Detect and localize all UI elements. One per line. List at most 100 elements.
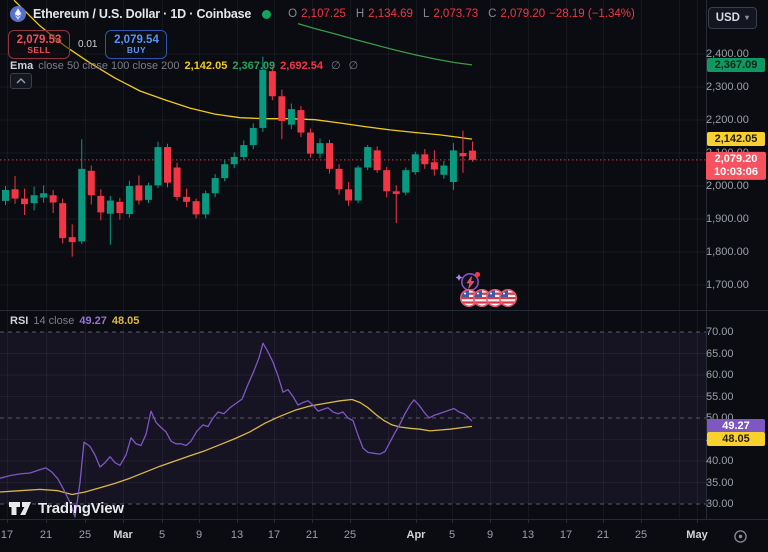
candle [240, 140, 248, 161]
candle [316, 138, 324, 159]
candle [221, 160, 229, 182]
sell-label: SELL [27, 45, 51, 56]
candle [287, 103, 295, 130]
candle [125, 180, 133, 218]
candle [430, 150, 438, 176]
candle [97, 189, 105, 221]
rsi-value-pill: 48.05 [707, 432, 765, 446]
rsi-tick-label: 55.00 [706, 390, 734, 403]
low-label: L [422, 8, 430, 20]
candle [106, 195, 114, 245]
tradingview-logo[interactable]: TradingView [8, 499, 124, 518]
collapse-pane-button[interactable] [10, 73, 32, 89]
candle [144, 182, 152, 204]
candle [21, 188, 29, 216]
tradingview-glyph-icon [9, 502, 31, 515]
indicator-price-pill: 2,142.05 [707, 132, 765, 147]
time-tick-label: 17 [267, 529, 281, 541]
time-tick-label: 21 [39, 529, 53, 541]
buy-button[interactable]: 2,079.54 BUY [105, 30, 168, 59]
ema100-value: 2,367.09 [232, 60, 276, 72]
rsi-tick-label: 35.00 [706, 476, 734, 489]
symbol-title[interactable]: Ethereum / U.S. Dollar · 1D · Coinbase [33, 7, 252, 21]
currency-label: USD [715, 12, 740, 24]
candle [202, 190, 210, 219]
rsi-indicator-legend[interactable]: RSI 14 close 49.27 48.05 [10, 315, 139, 327]
candle [345, 182, 353, 206]
ema-indicator-legend[interactable]: Ema close 50 close 100 close 200 2,142.0… [10, 59, 358, 72]
ema100-line [297, 22, 473, 66]
ema-params: close 50 close 100 close 200 [38, 60, 180, 72]
us-flag-coin-icon [461, 290, 477, 306]
price-tick-label: 2,000.00 [706, 180, 749, 192]
rsi-title: RSI [10, 315, 29, 327]
candle [230, 152, 238, 169]
time-tick-label: 9 [486, 529, 494, 541]
tradingview-wordmark: TradingView [38, 500, 124, 517]
candle [249, 123, 257, 150]
rsi-value-pill: 49.27 [707, 419, 765, 433]
time-tick-label: 21 [305, 529, 319, 541]
candle [259, 56, 267, 132]
ema50-line [13, 0, 473, 140]
symbol-header: Ethereum / U.S. Dollar · 1D · Coinbase O… [10, 6, 635, 22]
close-value: 2,079.20 [500, 8, 546, 20]
candle [421, 149, 429, 169]
candle [11, 176, 19, 204]
change-value: −28.19 (−1.34%) [549, 8, 635, 20]
empty-value-icon[interactable]: ∅ [331, 60, 341, 72]
candle [468, 141, 476, 162]
time-tick-label: 17 [0, 529, 14, 541]
candle [335, 164, 343, 195]
candle [192, 198, 200, 219]
time-tick-label: 25 [343, 529, 357, 541]
candle [68, 224, 76, 257]
time-tick-label: May [686, 529, 708, 541]
price-tick-label: 1,900.00 [706, 213, 749, 225]
time-tick-label: 21 [596, 529, 610, 541]
rsi-line [0, 342, 473, 518]
go-to-realtime-icon[interactable] [733, 529, 748, 544]
price-tick-label: 2,200.00 [706, 114, 749, 126]
rsi-ma-line [0, 398, 473, 496]
open-label: O [288, 8, 298, 20]
candle [268, 66, 276, 101]
candle [440, 160, 448, 179]
candle [116, 197, 124, 220]
candle [87, 165, 95, 205]
open-value: 2,107.25 [301, 8, 346, 20]
rsi-tick-label: 70.00 [706, 326, 734, 338]
ohlc-values: O 2,107.25 H 2,134.69 L 2,073.73 C 2,079… [282, 8, 635, 20]
currency-selector-button[interactable]: USD ▾ [707, 7, 757, 29]
candle [411, 151, 419, 175]
time-tick-label: 9 [195, 529, 203, 541]
chevron-up-icon [16, 78, 26, 84]
sell-button[interactable]: 2,079.53 SELL [8, 30, 70, 59]
time-tick-label: 5 [158, 529, 166, 541]
price-tick-label: 2,400.00 [706, 48, 749, 60]
candle [297, 106, 305, 138]
time-axis[interactable]: 17 21 25 Mar 5 9 13 17 21 25 Apr 5 9 13 17 21 25 May [0, 519, 768, 552]
time-tick-label: Mar [113, 529, 133, 541]
market-status-icon[interactable] [262, 9, 272, 19]
last-price-countdown-pill: 2,079.20 10:03:06 [706, 151, 766, 181]
rsi-tick-label: 40.00 [706, 455, 734, 467]
empty-value-icon[interactable]: ∅ [348, 60, 359, 72]
ema50-value: 2,142.05 [184, 60, 228, 72]
price-axis[interactable]: 2,400.002,300.002,200.002,100.002,000.00… [706, 0, 768, 519]
last-price-value: 2,079.20 [714, 152, 758, 165]
time-tick-label: 25 [78, 529, 92, 541]
time-tick-label: 5 [448, 529, 456, 541]
price-tick-label: 1,800.00 [706, 246, 749, 258]
candle [354, 165, 362, 204]
candle [211, 174, 219, 198]
high-value: 2,134.69 [368, 8, 413, 20]
time-tick-label: 17 [559, 529, 573, 541]
candle [402, 167, 410, 196]
economic-event-lightning-icon[interactable] [455, 271, 481, 291]
us-flag-event-icons[interactable] [459, 288, 518, 308]
rsi-tick-label: 60.00 [706, 369, 734, 381]
rsi-value: 49.27 [79, 315, 107, 327]
